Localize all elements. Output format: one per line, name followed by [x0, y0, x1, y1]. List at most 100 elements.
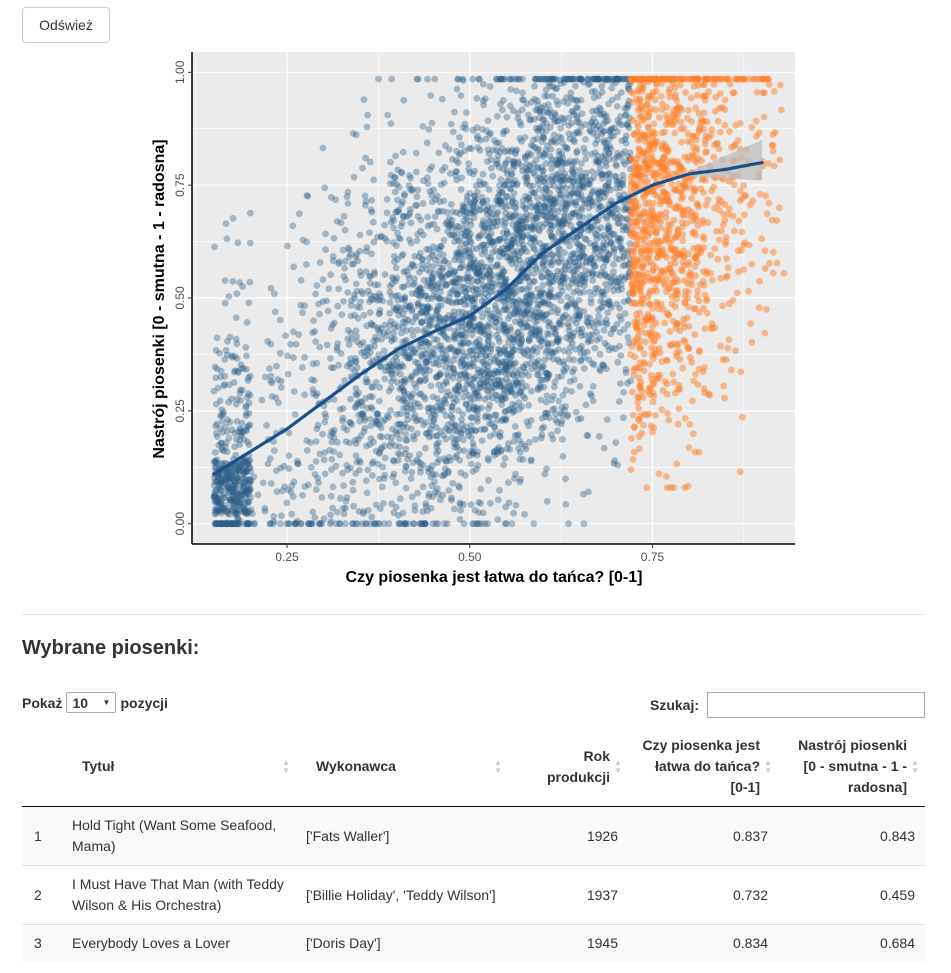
- data-point: [555, 133, 563, 141]
- data-point: [373, 293, 380, 301]
- data-point: [469, 75, 476, 83]
- data-point: [451, 327, 458, 335]
- data-point: [451, 256, 458, 264]
- data-point: [502, 277, 509, 285]
- data-point: [451, 286, 458, 293]
- data-point: [396, 435, 403, 443]
- selected-point: [720, 221, 727, 229]
- data-point: [477, 328, 485, 336]
- data-point: [497, 235, 504, 243]
- data-point: [411, 399, 419, 407]
- data-point: [568, 167, 576, 174]
- data-point: [297, 276, 305, 284]
- data-point: [570, 111, 578, 118]
- data-point: [312, 338, 320, 345]
- data-point: [444, 345, 452, 353]
- data-point: [501, 366, 509, 374]
- data-point: [536, 185, 543, 193]
- data-point: [524, 167, 532, 174]
- data-point: [274, 376, 282, 383]
- data-point: [577, 123, 585, 131]
- data-point: [339, 414, 347, 422]
- data-point: [355, 389, 363, 397]
- data-point: [620, 191, 628, 198]
- data-point: [523, 180, 530, 187]
- data-point: [213, 456, 221, 464]
- data-point: [507, 383, 515, 390]
- data-point: [478, 437, 486, 444]
- data-point: [469, 203, 477, 211]
- data-point: [221, 277, 229, 284]
- data-point: [481, 413, 489, 421]
- data-point: [467, 221, 475, 229]
- refresh-button[interactable]: Odśwież: [22, 7, 110, 43]
- data-point: [543, 497, 551, 505]
- data-point: [511, 203, 518, 211]
- data-point: [551, 293, 559, 301]
- data-point: [213, 365, 221, 373]
- data-point: [538, 273, 546, 281]
- data-point: [285, 486, 292, 494]
- data-point: [411, 280, 418, 287]
- data-point: [402, 445, 410, 453]
- data-point: [466, 274, 473, 281]
- data-point: [541, 92, 549, 100]
- data-point: [506, 211, 514, 219]
- data-point: [435, 267, 443, 275]
- data-point: [437, 283, 445, 291]
- data-point: [356, 247, 364, 255]
- data-point: [587, 75, 594, 83]
- data-point: [411, 380, 418, 388]
- data-point: [372, 447, 380, 455]
- data-point: [298, 364, 306, 371]
- data-point: [489, 238, 497, 245]
- data-point: [498, 396, 506, 404]
- data-point: [362, 248, 370, 255]
- data-point: [586, 314, 593, 322]
- data-point: [243, 520, 251, 528]
- data-point: [457, 149, 464, 157]
- data-point: [584, 338, 592, 346]
- data-point: [405, 182, 413, 189]
- data-point: [345, 246, 353, 254]
- data-point: [558, 417, 566, 425]
- data-point: [497, 198, 505, 205]
- data-point: [498, 249, 506, 256]
- data-point: [278, 512, 285, 520]
- data-point: [517, 388, 525, 396]
- data-point: [238, 489, 245, 496]
- data-point: [561, 170, 569, 177]
- data-point: [429, 520, 437, 528]
- data-point: [516, 448, 524, 456]
- data-point: [486, 401, 494, 409]
- data-point: [463, 196, 471, 204]
- data-point: [492, 318, 500, 326]
- data-point: [507, 289, 515, 297]
- data-point: [573, 75, 581, 83]
- data-point: [560, 366, 567, 374]
- data-point: [467, 251, 475, 259]
- data-point: [568, 388, 575, 395]
- data-point: [465, 246, 472, 254]
- data-point: [517, 121, 525, 129]
- data-point: [575, 119, 583, 126]
- data-point: [514, 372, 522, 380]
- data-point: [560, 212, 568, 219]
- data-point: [236, 520, 244, 528]
- selected-point: [700, 118, 707, 125]
- data-point: [312, 392, 320, 400]
- data-point: [352, 131, 360, 139]
- data-point: [454, 435, 462, 443]
- data-point: [602, 159, 609, 166]
- data-point: [474, 188, 481, 196]
- data-point: [559, 199, 567, 207]
- data-point: [422, 309, 429, 317]
- data-point: [496, 316, 504, 324]
- data-point: [516, 339, 523, 347]
- data-point: [531, 95, 538, 103]
- data-point: [580, 282, 588, 289]
- selected-point: [667, 246, 674, 254]
- data-point: [530, 277, 538, 285]
- data-point: [568, 339, 576, 347]
- data-point: [435, 342, 443, 350]
